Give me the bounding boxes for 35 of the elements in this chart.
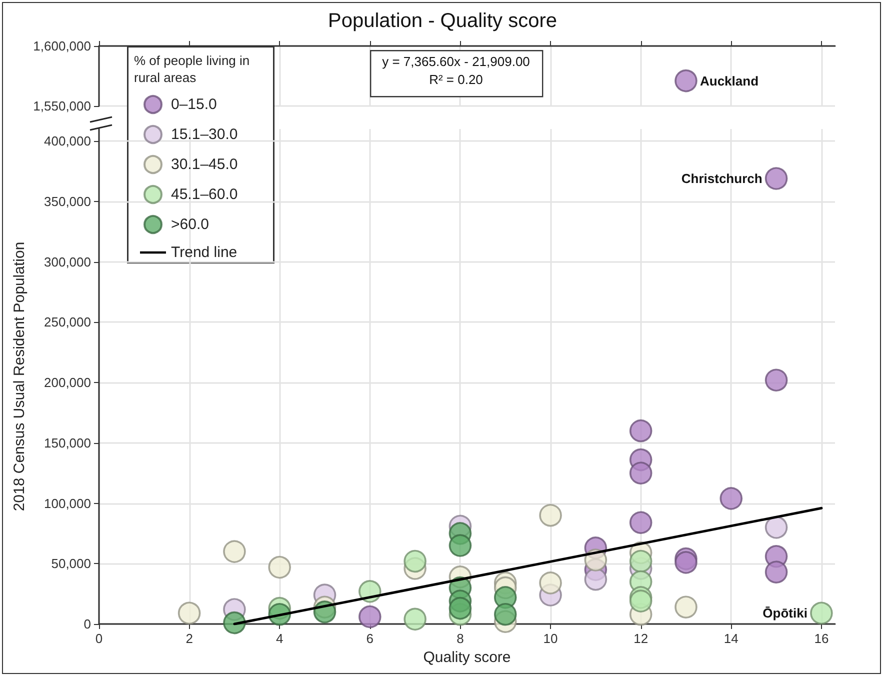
legend-label: 45.1–60.0 xyxy=(171,186,238,203)
x-tick-label: 16 xyxy=(814,631,829,646)
annotation: Ōpōtiki xyxy=(762,606,808,621)
x-tick-label: 6 xyxy=(366,631,374,646)
y-tick-label: 250,000 xyxy=(44,314,91,330)
y-tick-label: 350,000 xyxy=(44,194,91,209)
x-tick-label: 2 xyxy=(186,631,193,646)
x-tick-label: 8 xyxy=(456,631,464,646)
annotation: Auckland xyxy=(700,73,759,88)
x-axis-title: Quality score xyxy=(423,648,511,666)
legend-label: 0–15.0 xyxy=(171,96,217,113)
annotation: R² = 0.20 xyxy=(429,72,483,87)
y-tick-label: 150,000 xyxy=(44,435,91,450)
legend-label: Trend line xyxy=(171,244,238,261)
y-tick-label: 100,000 xyxy=(44,496,91,511)
y-tick-label: 50,000 xyxy=(51,556,91,572)
y-tick-label: 1,600,000 xyxy=(33,38,91,54)
y-tick-label: 200,000 xyxy=(44,375,91,390)
y-axis-title: 2018 Census Usual Resident Population xyxy=(11,242,28,512)
annotation: Christchurch xyxy=(681,171,762,186)
x-tick-label: 12 xyxy=(634,631,648,646)
legend-label: 15.1–30.0 xyxy=(171,126,238,143)
chart-title: Population - Quality score xyxy=(328,10,558,32)
annotation: y = 7,365.60x - 21,909.00 xyxy=(382,54,530,69)
y-tick-label: 300,000 xyxy=(44,254,91,270)
y-tick-label: 400,000 xyxy=(44,134,91,149)
legend-label: >60.0 xyxy=(171,216,209,233)
x-tick-label: 0 xyxy=(95,631,103,646)
x-tick-label: 10 xyxy=(543,631,558,646)
legend-title: % of people living in rural areas xyxy=(134,53,254,85)
y-tick-label: 1,550,000 xyxy=(33,98,91,114)
legend-label: 30.1–45.0 xyxy=(171,156,238,173)
y-tick-label: 0 xyxy=(84,616,91,632)
x-tick-label: 4 xyxy=(276,631,284,646)
x-tick-label: 14 xyxy=(724,631,738,646)
